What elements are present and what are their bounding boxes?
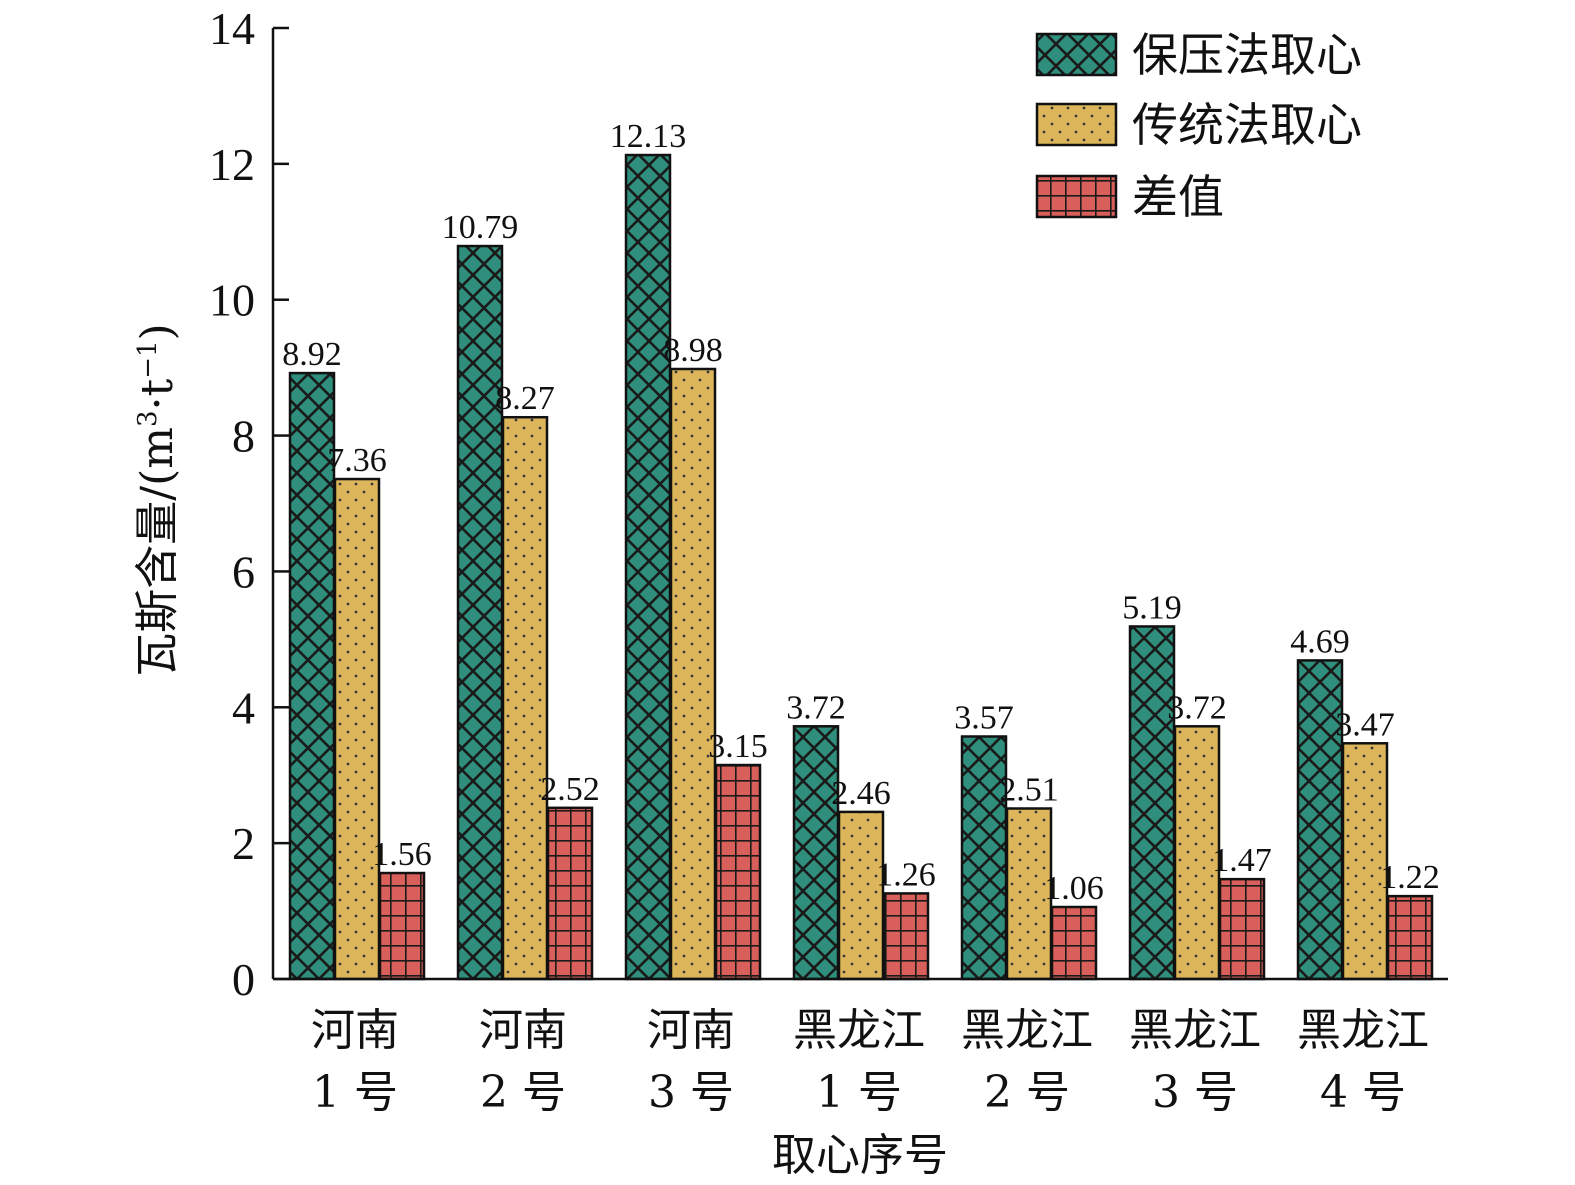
value-label-difference-2: 2.52 xyxy=(540,771,600,808)
bar-difference-1 xyxy=(378,871,426,981)
category-label-6-line1: 黑龙江 xyxy=(1129,1005,1261,1056)
legend-swatch-pressure xyxy=(1035,32,1118,77)
value-label-pressure-1: 8.92 xyxy=(282,336,342,373)
legend-label-pressure: 保压法取心 xyxy=(1132,28,1362,82)
value-label-pressure-3: 12.13 xyxy=(610,118,687,155)
bar-traditional-7 xyxy=(1341,742,1389,981)
value-label-traditional-6: 3.72 xyxy=(1167,689,1227,726)
y-tick-label-8: 8 xyxy=(232,411,255,462)
value-label-difference-6: 1.47 xyxy=(1212,842,1272,879)
bar-difference-6 xyxy=(1218,877,1266,981)
value-label-difference-5: 1.06 xyxy=(1044,870,1104,907)
bar-traditional-3 xyxy=(669,367,717,981)
category-label-2-line2: 2 号 xyxy=(480,1067,566,1118)
value-label-traditional-4: 2.46 xyxy=(831,775,891,812)
bar-pressure-1 xyxy=(288,371,336,981)
value-label-pressure-6: 5.19 xyxy=(1122,589,1182,626)
bar-difference-4 xyxy=(882,892,930,981)
value-label-pressure-5: 3.57 xyxy=(954,699,1014,736)
bar-pressure-6 xyxy=(1128,625,1176,981)
bar-difference-5 xyxy=(1050,905,1098,981)
bar-pressure-3 xyxy=(624,153,672,981)
value-label-difference-3: 3.15 xyxy=(708,728,768,765)
bar-traditional-2 xyxy=(501,415,549,981)
value-label-difference-4: 1.26 xyxy=(876,856,936,893)
value-label-pressure-7: 4.69 xyxy=(1290,623,1350,660)
y-tick-label-4: 4 xyxy=(232,682,255,733)
legend-swatch-traditional xyxy=(1035,102,1118,147)
category-label-1-line1: 河南 xyxy=(311,1005,399,1056)
category-label-3-line2: 3 号 xyxy=(648,1067,734,1118)
bar-difference-2 xyxy=(546,806,594,981)
bar-pressure-2 xyxy=(456,244,504,981)
value-label-traditional-7: 3.47 xyxy=(1335,706,1395,743)
legend-swatch-difference xyxy=(1035,174,1118,219)
category-label-1-line2: 1 号 xyxy=(312,1067,398,1118)
category-label-7-line2: 4 号 xyxy=(1320,1067,1406,1118)
bar-difference-3 xyxy=(714,763,762,981)
category-label-4-line2: 1 号 xyxy=(816,1067,902,1118)
legend-label-traditional: 传统法取心 xyxy=(1132,98,1362,152)
y-axis-title: 瓦斯含量/(m3·t−1) xyxy=(132,323,183,676)
category-label-2-line1: 河南 xyxy=(479,1005,567,1056)
category-label-5-line1: 黑龙江 xyxy=(961,1005,1093,1056)
bar-traditional-4 xyxy=(837,810,885,981)
value-label-difference-1: 1.56 xyxy=(372,836,432,873)
y-tick-label-10: 10 xyxy=(209,275,255,326)
value-label-traditional-2: 8.27 xyxy=(495,380,555,417)
y-tick-label-6: 6 xyxy=(232,546,255,597)
category-label-5-line2: 2 号 xyxy=(984,1067,1070,1118)
value-label-traditional-5: 2.51 xyxy=(999,771,1059,808)
axes-layer: 0 2 4 6 8 10 12 14 河南 1 号 河南 2 号 河南 3 号 黑龙江 1 号 黑龙江 2 号 黑龙… xyxy=(209,3,1448,1118)
bar-traditional-1 xyxy=(333,477,381,981)
y-tick-label-2: 2 xyxy=(232,818,255,869)
value-label-pressure-4: 3.72 xyxy=(786,689,846,726)
category-label-3-line1: 河南 xyxy=(647,1005,735,1056)
x-axis-title: 取心序号 xyxy=(772,1130,948,1181)
bar-traditional-5 xyxy=(1005,807,1053,981)
y-tick-label-0: 0 xyxy=(232,954,255,1005)
legend-label-difference: 差值 xyxy=(1132,170,1224,224)
category-label-4-line1: 黑龙江 xyxy=(793,1005,925,1056)
value-label-traditional-3: 8.98 xyxy=(663,332,723,369)
value-label-difference-7: 1.22 xyxy=(1380,859,1440,896)
y-tick-label-14: 14 xyxy=(209,3,255,54)
bars-layer xyxy=(288,153,1434,981)
data-labels-layer: 8.92 10.79 12.13 3.72 3.57 5.19 4.69 7.36 8.27 8.… xyxy=(282,118,1440,907)
value-label-traditional-1: 7.36 xyxy=(327,442,387,479)
category-label-7-line1: 黑龙江 xyxy=(1297,1005,1429,1056)
category-label-6-line2: 3 号 xyxy=(1152,1067,1238,1118)
value-label-pressure-2: 10.79 xyxy=(442,209,519,246)
bar-pressure-4 xyxy=(792,725,840,981)
y-tick-label-12: 12 xyxy=(209,139,255,190)
legend: 保压法取心 传统法取心 差值 xyxy=(1035,28,1362,224)
bar-difference-7 xyxy=(1386,894,1434,981)
